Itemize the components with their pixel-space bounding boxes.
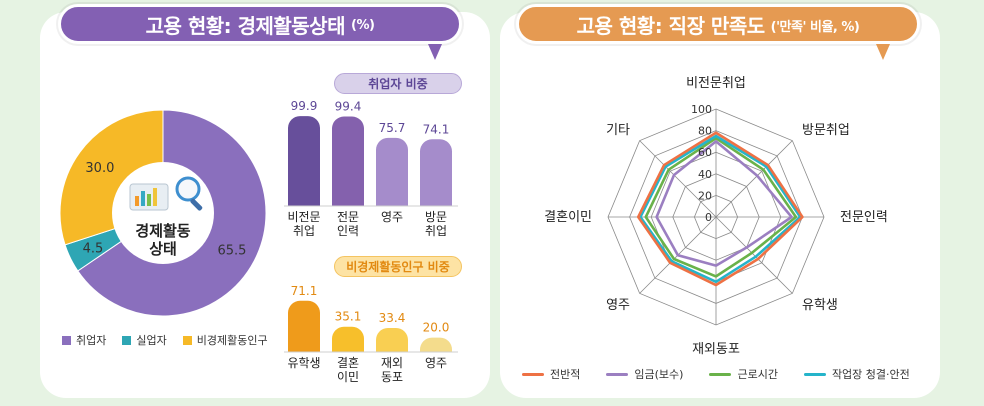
- radar-tick-label-3: 60: [698, 146, 712, 159]
- employed-bar-0: [288, 116, 320, 206]
- radar-spoke-3: [715, 216, 793, 294]
- radar-axis-label-2: 전문인력: [840, 210, 888, 225]
- donut-center-label-line1: 경제활동: [135, 222, 190, 240]
- employed-value-label-0: 99.9: [291, 99, 318, 113]
- job-satisfaction-title-text: 고용 현황: 직장 만족도: [576, 13, 766, 38]
- legend-swatch-inactive: [182, 335, 192, 345]
- radar-axis-label-1: 방문취업: [802, 123, 850, 138]
- legend-swatch-unemployed: [122, 335, 132, 345]
- economic-status-title: 고용 현황: 경제활동상태 (%): [58, 4, 462, 44]
- radar-axis-label-3: 유학생: [802, 298, 838, 313]
- employed-share-pill: 취업자 비중: [334, 73, 462, 94]
- employed-bar-3: [420, 139, 452, 206]
- job-satisfaction-title-unit: ('만족' 비율, %): [770, 20, 860, 35]
- legend-label-wage: 임금(보수): [634, 368, 684, 381]
- inactive-bar-2: [376, 327, 408, 352]
- donut-center-label-line2: 상태: [149, 240, 177, 258]
- inactive-bar-0: [288, 300, 320, 352]
- legend-line-safety: [803, 372, 826, 376]
- donut-value-label-inactive: 30.0: [85, 161, 114, 176]
- employed-category-label-2: 영주: [380, 210, 404, 224]
- inactive-category-label-3: 영주: [424, 356, 448, 370]
- legend-swatch-employed: [62, 335, 71, 345]
- radar-axis-label-0: 비전문취업: [686, 76, 746, 91]
- donut-value-label-employed: 65.5: [217, 243, 246, 258]
- employed-category-label-0: 비전문 취업: [287, 210, 321, 238]
- radar-axis-label-5: 영주: [606, 298, 630, 313]
- inactive-value-label-3: 20.0: [423, 321, 450, 335]
- employed-bar-1: [332, 116, 364, 206]
- radar-tick-label-5: 100: [691, 103, 712, 116]
- chart-magnifier-icon: [129, 176, 203, 211]
- radar-series-2: [644, 136, 798, 278]
- title-bubble-tail: [876, 44, 890, 60]
- radar-series-1: [655, 140, 793, 267]
- employed-value-label-2: 75.7: [379, 121, 406, 135]
- inactive-category-label-0: 유학생: [287, 356, 321, 370]
- inactive-value-label-0: 71.1: [291, 284, 318, 298]
- radar-tick-label-1: 20: [698, 189, 712, 202]
- radar-spoke-1: [715, 140, 793, 218]
- inactive-value-label-1: 35.1: [335, 310, 362, 324]
- legend-line-hours: [709, 372, 732, 376]
- legend-line-wage: [606, 372, 629, 376]
- radar-axis-label-4: 재외동포: [692, 342, 740, 357]
- job-satisfaction-panel: [500, 12, 940, 398]
- legend-label-inactive: 비경제활동인구: [196, 334, 268, 347]
- radar-series-0: [636, 131, 804, 287]
- job-satisfaction-title: 고용 현황: 직장 만족도 ('만족' 비율, %): [516, 4, 920, 44]
- radar-series-3: [639, 134, 802, 284]
- radar-axis-label-7: 기타: [606, 123, 630, 138]
- employed-bar-2: [376, 137, 408, 206]
- title-bubble-tail: [428, 44, 442, 60]
- employed-value-label-1: 99.4: [335, 100, 362, 114]
- radar-tick-label-4: 80: [698, 125, 712, 138]
- employed-value-label-3: 74.1: [423, 122, 450, 136]
- donut-value-label-unemployed: 4.5: [83, 241, 104, 256]
- legend-label-overall: 전반적: [550, 368, 581, 381]
- inactive-share-pill: 비경제활동인구 비중: [334, 256, 462, 277]
- legend-label-employed: 취업자: [76, 334, 107, 347]
- radar-tick-label-2: 40: [698, 168, 712, 181]
- radar-spoke-7: [639, 140, 717, 218]
- economic-status-title-text: 고용 현황: 경제활동상태: [145, 13, 346, 38]
- radar-legend: 전반적 임금(보수) 근로시간 작업장 청결·안전: [522, 366, 910, 382]
- legend-label-hours: 근로시간: [737, 368, 778, 381]
- radar-axis-label-6: 결혼이민: [544, 210, 592, 225]
- donut-legend: 취업자 실업자 비경제활동인구: [62, 332, 268, 348]
- inactive-bar-3: [420, 337, 452, 352]
- inactive-category-label-2: 재외 동포: [380, 356, 404, 384]
- legend-label-unemployed: 실업자: [136, 334, 167, 347]
- legend-line-overall: [522, 372, 544, 376]
- inactive-value-label-2: 33.4: [379, 311, 406, 325]
- employed-category-label-1: 전문 인력: [336, 210, 360, 238]
- legend-label-safety: 작업장 청결·안전: [831, 368, 910, 381]
- radar-tick-label-0: 0: [705, 211, 712, 224]
- inactive-bar-1: [332, 326, 364, 352]
- economic-status-title-unit: (%): [351, 18, 375, 33]
- inactive-category-label-1: 결혼 이민: [336, 356, 360, 384]
- employed-category-label-3: 방문 취업: [424, 210, 448, 238]
